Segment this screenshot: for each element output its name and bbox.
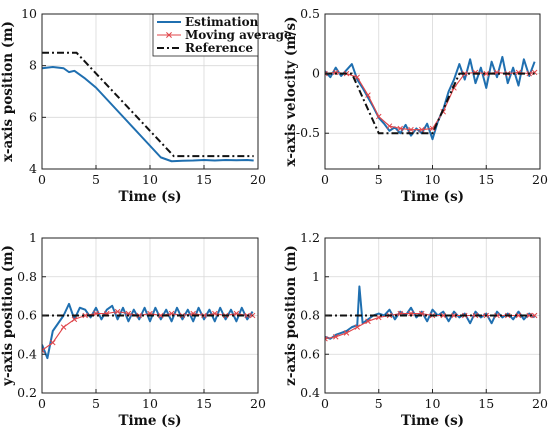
data-point-moving-average: [515, 312, 522, 319]
x-tick-label: 15: [196, 396, 212, 411]
data-point-moving-average: [408, 126, 414, 133]
data-point-moving-average: [325, 70, 328, 77]
x-axis-label: Time (s): [118, 413, 181, 429]
data-point-moving-average: [332, 69, 339, 76]
y-tick-label: 0.5: [300, 6, 320, 21]
data-point-moving-average: [483, 70, 490, 77]
data-point-moving-average: [365, 92, 371, 98]
legend-marker-moving-average: [166, 32, 172, 38]
x-tick-label: 20: [250, 396, 266, 411]
data-point-moving-average: [526, 312, 533, 319]
x-tick-label: 10: [425, 396, 441, 411]
y-tick-label: 4: [29, 161, 37, 176]
x-tick-label: 0: [38, 172, 46, 187]
plot-area: [325, 285, 538, 342]
x-tick-label: 15: [478, 172, 494, 187]
series-line-moving-average: [325, 71, 535, 131]
legend-label: Estimation: [185, 15, 259, 29]
series-line-reference: [325, 72, 535, 135]
x-tick-label: 15: [196, 172, 212, 187]
data-point-moving-average: [125, 310, 132, 317]
data-point-moving-average: [60, 324, 67, 330]
series-line-estimation: [325, 55, 536, 141]
y-tick-label: 0.4: [300, 385, 320, 400]
x-tick-label: 0: [38, 396, 46, 411]
chart-panel-4: 0 5 10 15 20 0.4 0.6 0.8 1 1.2 Time (s) z-axis posi…: [283, 230, 548, 429]
x-tick-label: 20: [532, 172, 548, 187]
data-point-moving-average: [354, 324, 361, 330]
legend-label: Moving average: [185, 28, 292, 42]
x-tick-label: 20: [532, 396, 548, 411]
data-point-moving-average: [343, 330, 350, 336]
data-point-moving-average: [386, 123, 393, 129]
x-tick-label: 10: [142, 396, 158, 411]
y-tick-label: 0.6: [300, 346, 320, 361]
data-point-moving-average: [375, 113, 382, 120]
chart-panel-3: 0 5 10 15 20 0.2 0.4 0.6 0.8 1 Time (s) y-axis posi…: [0, 230, 266, 429]
y-axis-label: x-axis velocity (m/s): [283, 17, 299, 167]
x-tick-label: 0: [321, 396, 329, 411]
x-tick-label: 5: [375, 172, 383, 187]
data-point-moving-average: [531, 312, 538, 319]
y-tick-label: -0.5: [296, 125, 320, 140]
data-point-moving-average: [114, 308, 121, 315]
data-point-moving-average: [429, 125, 436, 132]
data-point-moving-average: [451, 312, 457, 319]
y-axis-label: x-axis position (m): [0, 21, 16, 162]
chart-panel-1: 0 5 10 15 20 4 6 8 10 Time (s) x-axis position (m): [0, 6, 266, 205]
plot-area: [42, 51, 254, 163]
data-point-moving-average: [365, 318, 371, 325]
y-tick-label: 1: [312, 269, 320, 284]
y-tick-label: 0: [312, 66, 320, 81]
series-line-estimation: [42, 302, 254, 360]
plot-area: [325, 55, 538, 141]
y-tick-label: 0.8: [300, 308, 320, 323]
chart-panel-2: 0 5 10 15 20 -0.5 0 0.5 Time (s) x-axis velocity …: [283, 6, 548, 205]
data-point-moving-average: [325, 335, 328, 342]
y-tick-label: 0.4: [17, 346, 37, 361]
x-axis-label: Time (s): [118, 189, 181, 205]
data-point-moving-average: [397, 125, 404, 132]
data-point-moving-average: [50, 339, 56, 346]
x-tick-label: 15: [478, 396, 494, 411]
data-point-moving-average: [82, 312, 88, 319]
data-point-moving-average: [418, 126, 425, 133]
y-tick-label: 0.8: [17, 269, 37, 284]
data-point-moving-average: [354, 74, 361, 80]
x-tick-label: 5: [375, 396, 383, 411]
legend-label: Reference: [185, 41, 253, 55]
x-tick-label: 20: [250, 172, 266, 187]
y-tick-label: 10: [21, 6, 37, 21]
y-tick-label: 1.2: [300, 230, 320, 245]
y-tick-label: 1: [29, 230, 37, 245]
data-point-moving-average: [332, 334, 339, 340]
data-point-moving-average: [42, 347, 45, 354]
x-tick-label: 0: [321, 172, 329, 187]
y-tick-label: 8: [29, 58, 37, 73]
data-point-moving-average: [408, 310, 414, 317]
plot-area: [42, 302, 256, 360]
y-tick-label: 6: [29, 109, 37, 124]
data-point-moving-average: [71, 316, 78, 323]
x-tick-label: 5: [92, 396, 100, 411]
x-tick-label: 5: [92, 172, 100, 187]
series-line-estimation: [42, 65, 254, 163]
x-axis-label: Time (s): [401, 189, 464, 205]
data-point-moving-average: [136, 312, 142, 319]
data-point-moving-average: [158, 312, 164, 319]
y-axis-label: y-axis position (m): [0, 245, 16, 387]
x-tick-label: 10: [425, 172, 441, 187]
data-point-moving-average: [440, 312, 447, 319]
series-line-reference: [42, 51, 254, 158]
x-axis-label: Time (s): [401, 413, 464, 429]
y-tick-label: 0.6: [17, 308, 37, 323]
y-tick-label: 0.2: [17, 385, 37, 400]
x-tick-label: 10: [142, 172, 158, 187]
series-line-estimation: [325, 285, 536, 340]
y-axis-label: z-axis position (m): [283, 245, 299, 386]
